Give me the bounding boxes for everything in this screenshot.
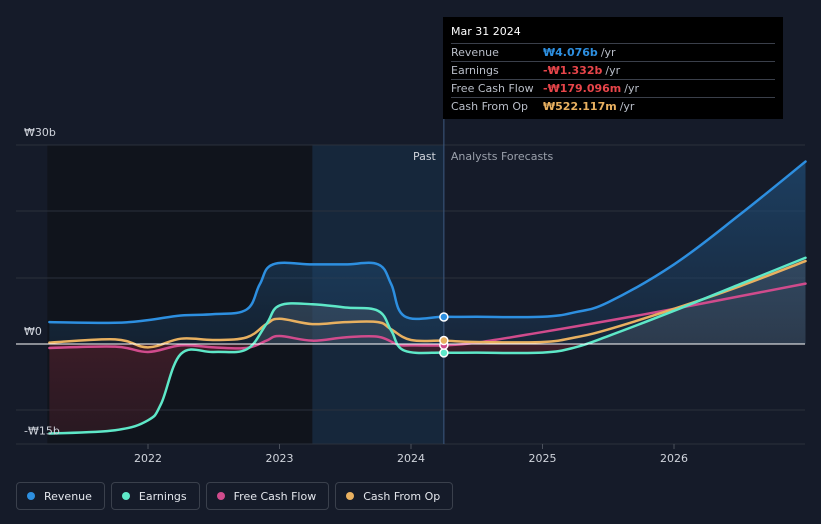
x-tick-label: 2025 [529,452,557,465]
tooltip-label: Revenue [451,46,499,59]
x-tick-label: 2023 [266,452,294,465]
x-tick-label: 2026 [660,452,688,465]
cash-from-op-hover-dot [439,335,449,346]
legend-item-earnings[interactable]: Earnings [110,482,200,510]
hover-dots [439,312,449,358]
legend-label: Free Cash Flow [233,489,317,503]
tooltip-value: -₩179.096m [543,82,622,95]
revenue-hover-dot [439,312,449,322]
legend-item-free-cash-flow[interactable]: Free Cash Flow [205,482,330,510]
x-tick-label: 2022 [134,452,162,465]
tooltip-label: Earnings [451,64,499,77]
tooltip: Mar 31 2024 Revenue ₩4.076b /yr Earnings… [443,17,783,119]
tooltip-unit: /yr [600,46,616,59]
tooltip-row-earnings: Earnings -₩1.332b /yr [451,61,775,79]
y-tick-label: -₩15b [24,425,60,438]
past-label: Past [413,150,437,163]
earnings-hover-dot [439,348,449,358]
tooltip-label: Cash From Op [451,100,529,113]
tooltip-value: -₩1.332b [543,64,603,77]
earnings-line [48,256,807,435]
y-axis: ₩30b ₩0 -₩15b [24,126,60,438]
legend-dot-icon [27,492,35,500]
legend-item-revenue[interactable]: Revenue [16,482,105,510]
legend-dot-icon [346,492,355,500]
free-cash-flow-line [48,282,807,354]
tooltip-value: ₩522.117m [543,100,617,113]
x-tick-label: 2024 [397,452,425,465]
tooltip-row-cash-from-op: Cash From Op ₩522.117m /yr [451,97,775,115]
y-tick-label: ₩30b [24,126,56,139]
cash-from-op-line [48,259,807,349]
legend-dot-icon [216,492,225,500]
legend-label: Cash From Op [363,489,441,503]
tooltip-value: ₩4.076b [543,46,598,59]
tooltip-unit: /yr [605,64,621,77]
tooltip-row-free-cash-flow: Free Cash Flow -₩179.096m /yr [451,79,775,97]
legend-label: Revenue [44,489,92,503]
tooltip-unit: /yr [624,82,640,95]
legend-item-cash-from-op[interactable]: Cash From Op [335,482,454,510]
legend-dot-icon [121,492,130,500]
tooltip-unit: /yr [619,100,635,113]
earnings-area-negative [49,344,806,434]
legend-label: Earnings [138,489,187,503]
tooltip-label: Free Cash Flow [451,82,534,95]
legend: Revenue Earnings Free Cash Flow Cash Fro… [16,482,454,510]
series-lines [48,160,807,435]
forecast-label: Analysts Forecasts [451,150,554,163]
x-axis: 2022 2023 2024 2025 2026 [134,444,688,465]
y-tick-label: ₩0 [24,325,42,338]
tooltip-date: Mar 31 2024 [451,25,521,38]
revenue-line [48,160,807,325]
tooltip-row-revenue: Revenue ₩4.076b /yr [451,43,775,61]
